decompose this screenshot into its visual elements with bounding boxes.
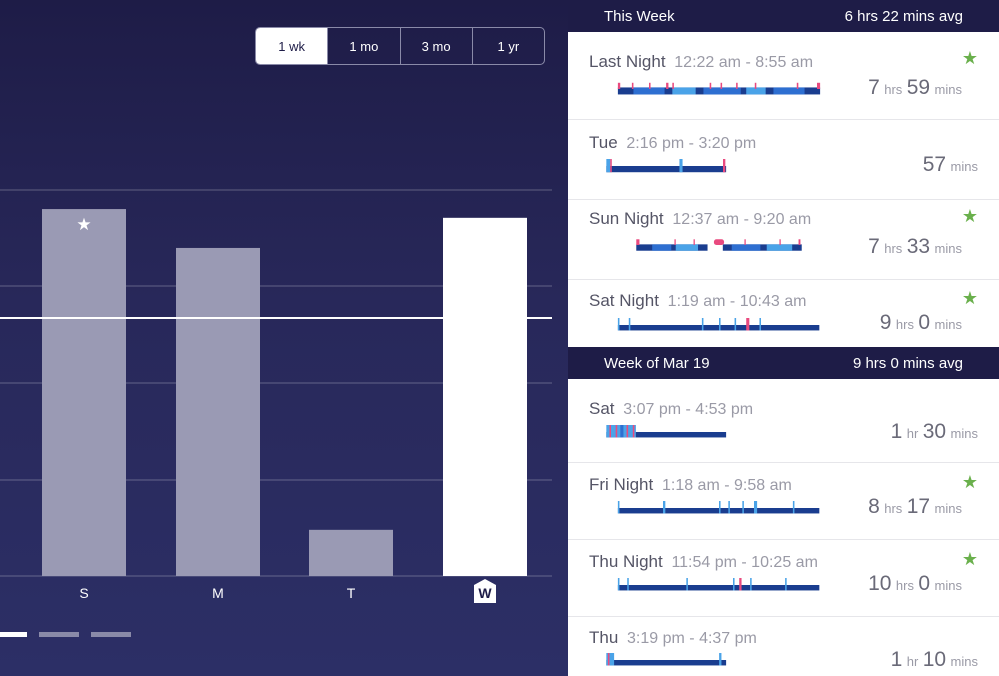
sleep-stage-bar — [606, 653, 727, 666]
week-title: This Week — [604, 7, 675, 25]
chart-bar-m[interactable] — [176, 247, 260, 576]
tab-1-month[interactable]: 1 mo — [327, 28, 399, 64]
week-average: 6 hrs 22 mins avg — [844, 7, 963, 25]
entry-day: Fri Night — [589, 475, 654, 494]
sleep-entry[interactable]: Thu 3:19 pm - 4:37 pm 1 hr 10 mins — [568, 617, 999, 676]
chart-bar-w[interactable] — [443, 217, 527, 576]
entry-time-range: 3:07 pm - 4:53 pm — [623, 401, 754, 418]
week-average: 9 hrs 0 mins avg — [852, 354, 963, 372]
sleep-stage-bar — [606, 425, 727, 438]
entry-time-range: 2:16 pm - 3:20 pm — [626, 135, 757, 152]
entry-day: Sat — [589, 399, 615, 418]
sleep-bar-chart: ★ S M T W — [42, 209, 527, 603]
entry-time-range: 1:19 am - 10:43 am — [667, 293, 807, 310]
current-day-marker — [474, 579, 496, 603]
star-icon: ★ — [961, 549, 978, 569]
star-icon: ★ — [961, 288, 978, 308]
entry-title: Thu Night 11:54 pm - 10:25 am — [589, 552, 818, 572]
week-header: This Week 6 hrs 22 mins avg — [568, 0, 999, 32]
entry-duration: 1 hr 10 mins — [890, 648, 978, 671]
sleep-entry[interactable]: Last Night 12:22 am - 8:55 am ★ 7 hrs — [568, 40, 999, 120]
page-dot-active[interactable] — [0, 632, 27, 637]
sleep-stage-bar — [617, 501, 820, 514]
chart-bar-s[interactable] — [42, 209, 126, 576]
chart-bar-t[interactable] — [309, 529, 393, 576]
entry-day: Thu — [589, 628, 619, 647]
sleep-entry[interactable]: Tue 2:16 pm - 3:20 pm 57 mins — [568, 120, 999, 200]
sleep-entry[interactable]: Sat 3:07 pm - 4:53 pm 1 hr 30 mins — [568, 387, 999, 463]
sleep-entry[interactable]: Fri Night 1:18 am - 9:58 am ★ 8 hrs 17 m… — [568, 463, 999, 540]
entry-duration: 7 hrs 33 mins — [868, 235, 962, 258]
entry-day: Tue — [589, 133, 618, 152]
week-title: Week of Mar 19 — [604, 354, 710, 372]
star-icon: ★ — [961, 472, 978, 492]
entry-day: Last Night — [589, 52, 666, 71]
week-header: Week of Mar 19 9 hrs 0 mins avg — [568, 347, 999, 379]
sleep-log-list: This Week 6 hrs 22 mins avg Last Night 1… — [568, 0, 999, 676]
entry-title: Sat Night 1:19 am - 10:43 am — [589, 291, 806, 311]
entry-title: Last Night 12:22 am - 8:55 am — [589, 52, 813, 72]
entry-day: Sun Night — [589, 209, 664, 228]
entry-title: Fri Night 1:18 am - 9:58 am — [589, 475, 792, 495]
tab-3-months[interactable]: 3 mo — [399, 28, 472, 64]
entry-time-range: 12:37 am - 9:20 am — [672, 211, 812, 228]
sleep-entry[interactable]: Sat Night 1:19 am - 10:43 am ★ 9 hrs 0 m… — [568, 280, 999, 347]
sleep-stage-bar — [606, 159, 727, 173]
star-icon: ★ — [76, 215, 91, 234]
sleep-chart-panel: ★ S M T W 1 wk 1 mo 3 mo 1 yr — [0, 0, 568, 676]
entry-title: Sat 3:07 pm - 4:53 pm — [589, 399, 753, 419]
entry-duration: 7 hrs 59 mins — [868, 76, 962, 99]
tab-1-week[interactable]: 1 wk — [256, 28, 328, 64]
sleep-stage-bar — [617, 578, 820, 591]
sleep-stage-bar — [636, 239, 802, 251]
page-dot[interactable] — [91, 632, 131, 637]
entry-time-range: 1:18 am - 9:58 am — [661, 477, 792, 494]
range-selector: 1 wk 1 mo 3 mo 1 yr — [255, 27, 545, 65]
sleep-entry[interactable]: Sun Night 12:37 am - 9:20 am ★ 7 hrs 33 … — [568, 200, 999, 280]
entry-time-range: 11:54 pm - 10:25 am — [671, 554, 818, 571]
star-icon: ★ — [961, 48, 978, 68]
entry-title: Tue 2:16 pm - 3:20 pm — [589, 133, 756, 153]
entry-time-range: 3:19 pm - 4:37 pm — [627, 630, 757, 647]
entry-day: Thu Night — [589, 552, 663, 571]
entry-duration: 9 hrs 0 mins — [879, 311, 962, 334]
entry-title: Thu 3:19 pm - 4:37 pm — [589, 628, 757, 648]
chart-day-label: W — [478, 585, 492, 601]
entry-duration: 57 mins — [922, 153, 978, 176]
page-dot[interactable] — [39, 632, 79, 637]
tab-1-year[interactable]: 1 yr — [471, 28, 544, 64]
entry-title: Sun Night 12:37 am - 9:20 am — [589, 209, 811, 229]
entry-duration: 8 hrs 17 mins — [868, 495, 962, 518]
sleep-stage-bar — [617, 318, 820, 331]
star-icon: ★ — [961, 206, 978, 226]
chart-day-label: T — [347, 585, 356, 601]
chart-day-label: M — [212, 585, 224, 601]
sleep-stage-bar — [617, 82, 821, 95]
chart-day-label: S — [79, 585, 88, 601]
sleep-entry[interactable]: Thu Night 11:54 pm - 10:25 am ★ 10 hrs 0… — [568, 540, 999, 617]
page-indicator[interactable] — [0, 632, 131, 637]
entry-duration: 10 hrs 0 mins — [868, 572, 962, 595]
entry-duration: 1 hr 30 mins — [890, 420, 978, 443]
entry-time-range: 12:22 am - 8:55 am — [674, 54, 814, 71]
entry-day: Sat Night — [589, 291, 659, 310]
